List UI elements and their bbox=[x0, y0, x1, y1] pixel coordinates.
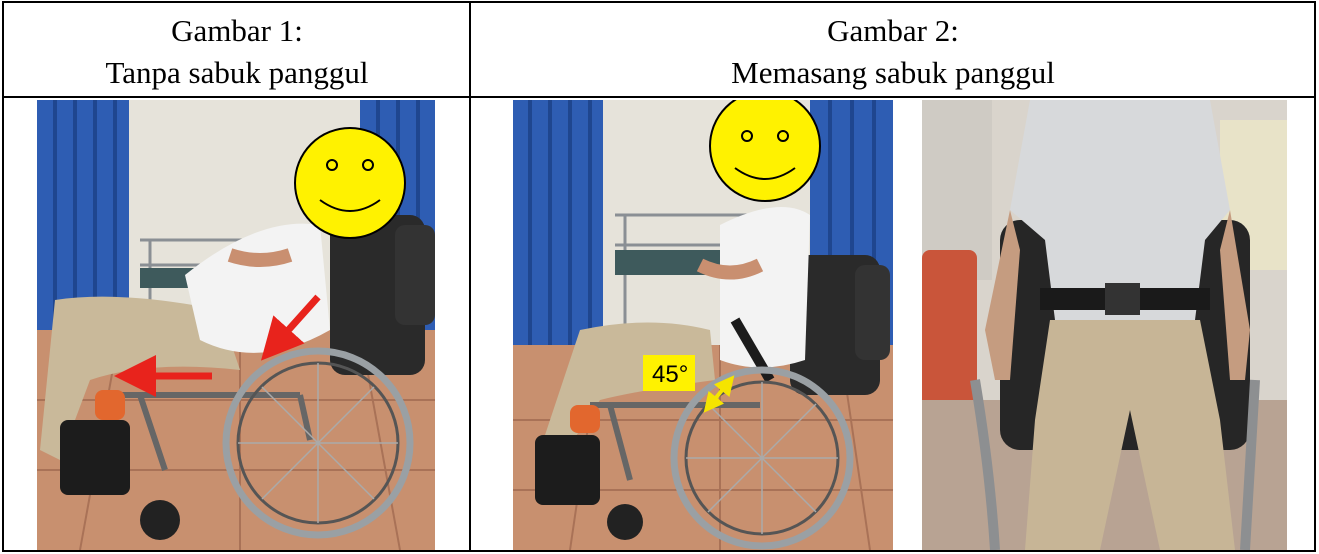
photo-3-part bbox=[922, 250, 977, 410]
document-table: 45° Gambar 1: Tanpa sabuk panggul Gambar… bbox=[0, 0, 1319, 554]
photo-1-part bbox=[60, 420, 130, 495]
photo-2-part bbox=[607, 504, 643, 540]
photo-2-part bbox=[710, 91, 820, 201]
angle-label: 45° bbox=[652, 361, 688, 388]
figure-caption: Tanpa sabuk panggul bbox=[106, 55, 369, 90]
photo-1 bbox=[37, 100, 435, 550]
photo-1-part bbox=[238, 363, 398, 523]
photo-2 bbox=[513, 91, 893, 550]
photo-2-part bbox=[700, 265, 760, 273]
photo-2-part bbox=[535, 435, 600, 505]
photo-1-part bbox=[395, 225, 435, 325]
photo-2-part bbox=[570, 405, 600, 433]
photo-1-part bbox=[95, 390, 125, 420]
photo-3 bbox=[922, 100, 1287, 550]
photo-2-part bbox=[686, 382, 838, 534]
page: 45° Gambar 1: Tanpa sabuk panggul Gambar… bbox=[0, 0, 1319, 554]
figure-caption: Memasang sabuk panggul bbox=[731, 55, 1055, 90]
photo-2-part bbox=[855, 265, 890, 360]
figure-title: Gambar 2: bbox=[827, 13, 959, 48]
figure-title: Gambar 1: bbox=[171, 13, 303, 48]
photo-1-part bbox=[140, 500, 180, 540]
photo-1-part bbox=[295, 128, 405, 238]
photo-1-part bbox=[230, 255, 290, 260]
photo-3-part bbox=[1105, 283, 1140, 315]
photo-2-part bbox=[720, 207, 810, 368]
